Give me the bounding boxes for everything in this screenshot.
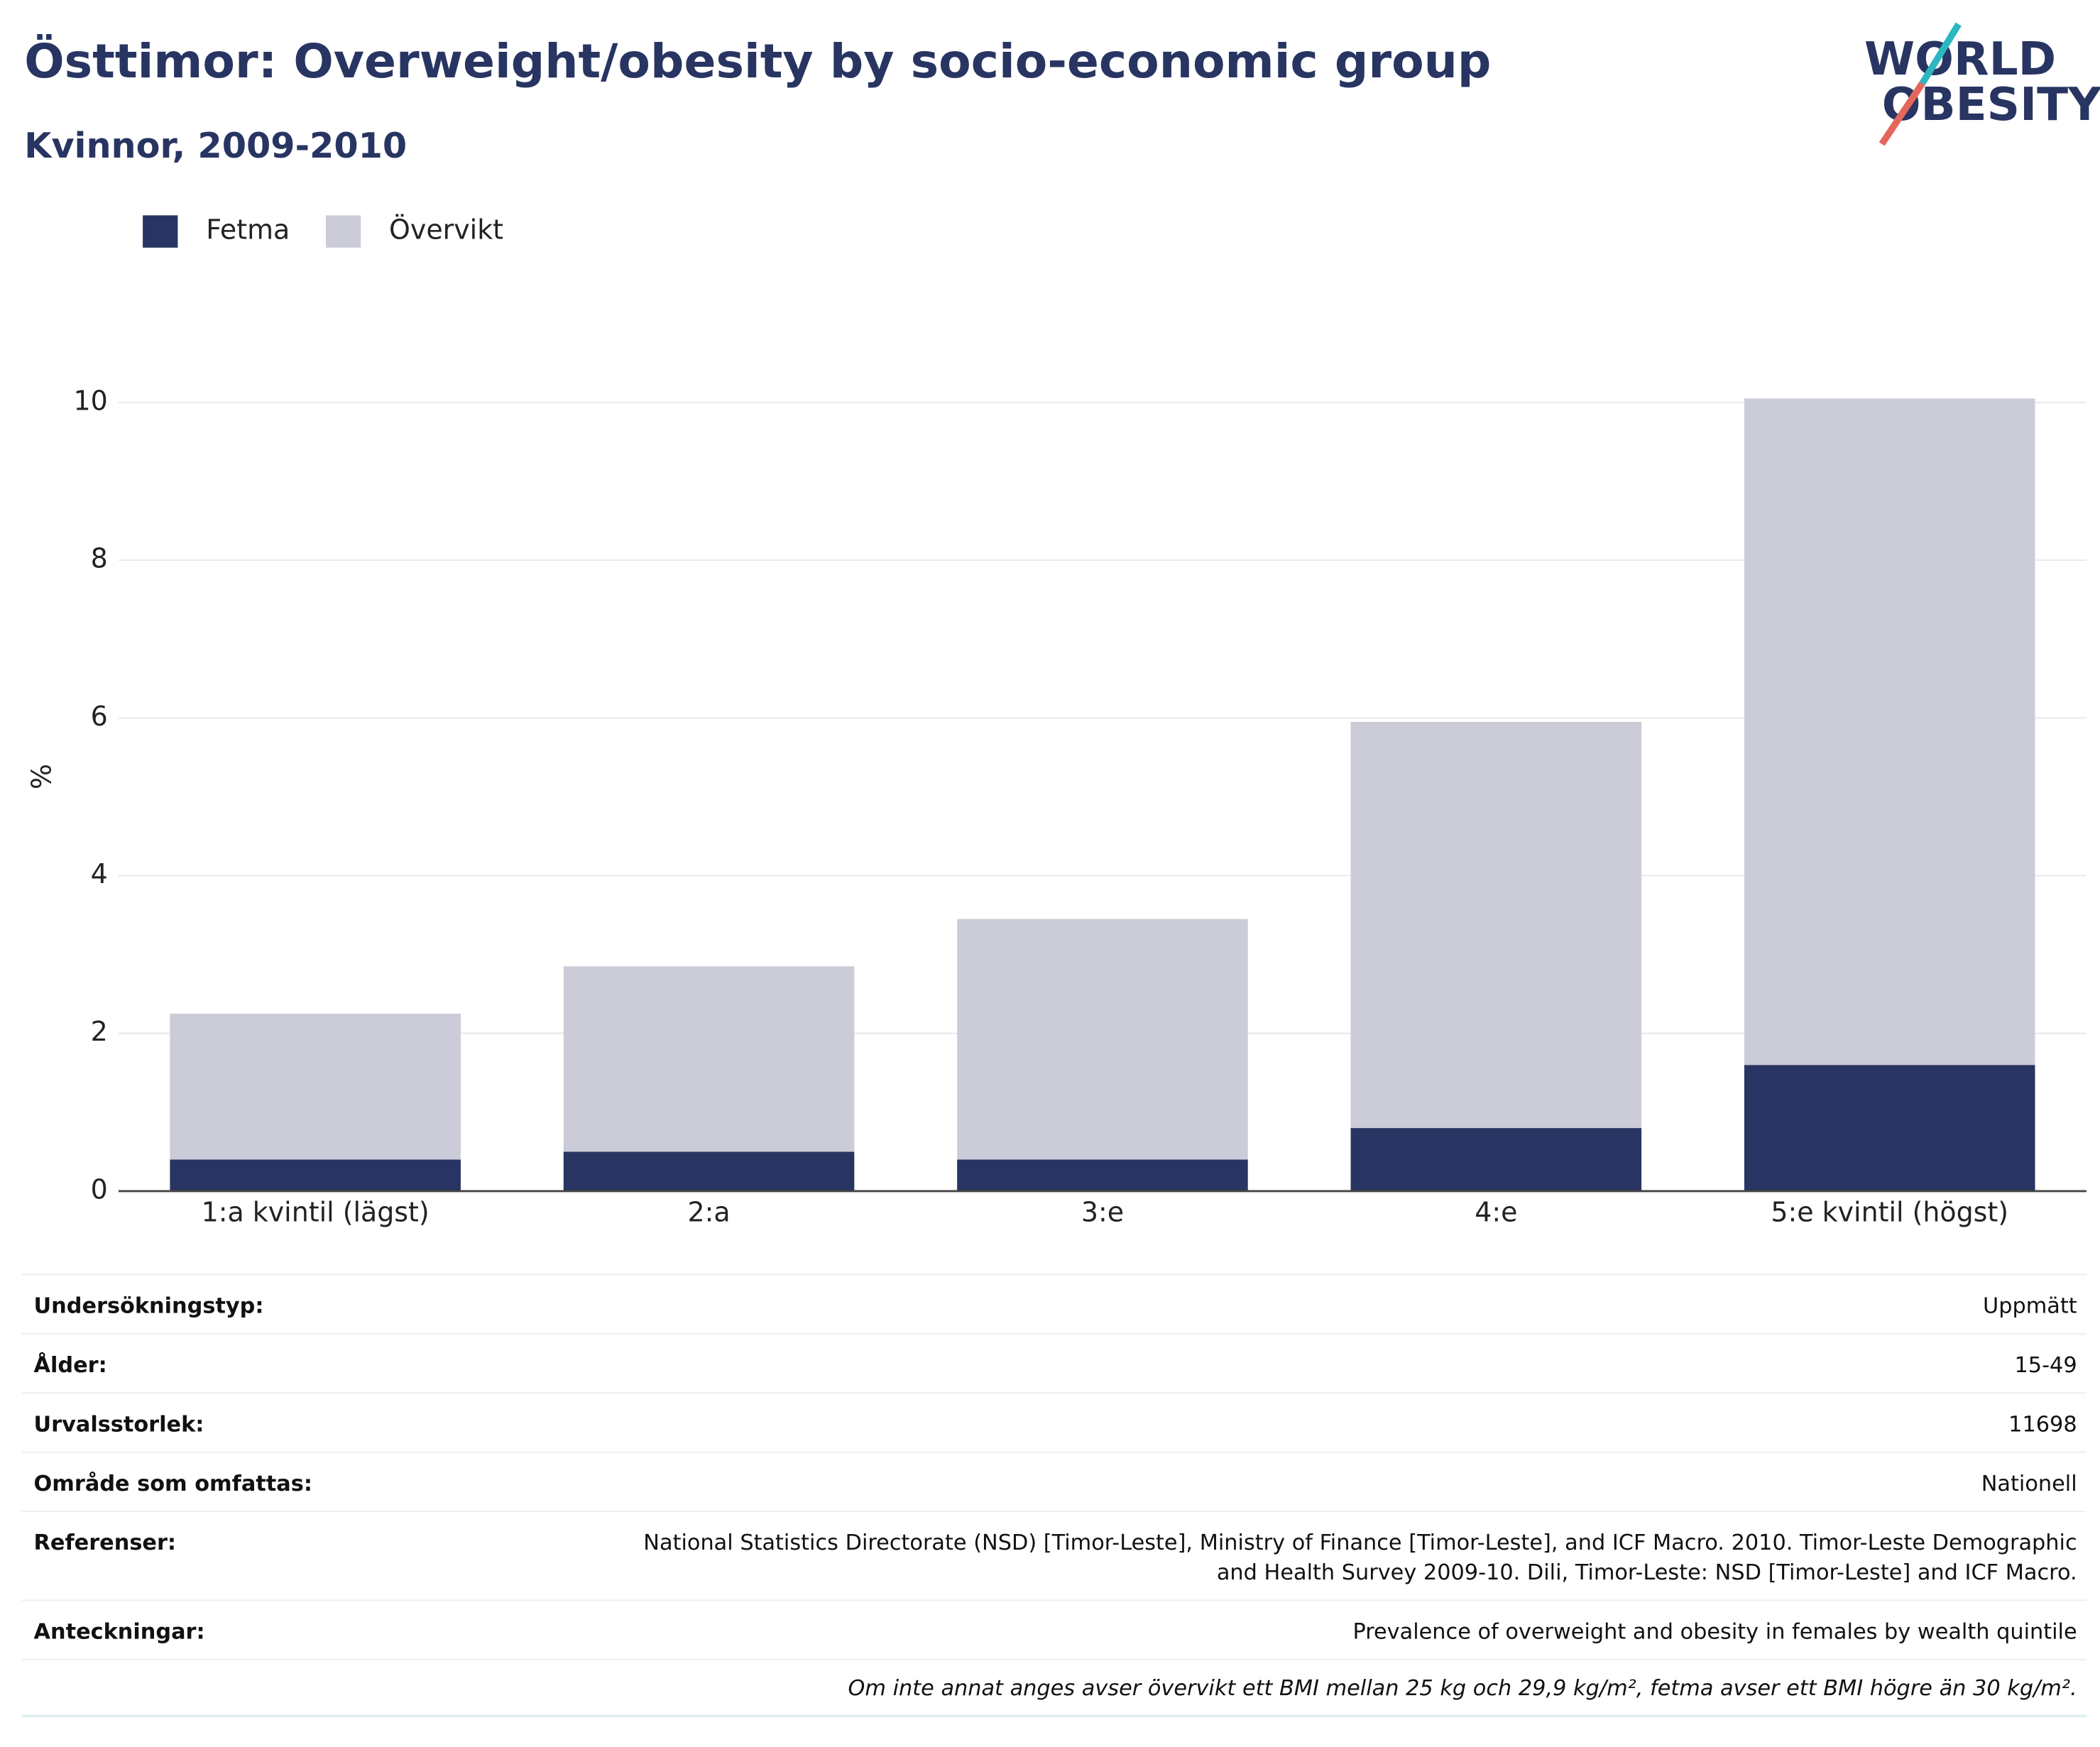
table-value: National Statistics Directorate (NSD) [T…: [643, 1530, 2077, 1555]
bar-segment: [170, 1159, 461, 1191]
legend-swatch: [325, 215, 361, 248]
bar-segment: [1744, 398, 2035, 1066]
legend-swatch: [143, 215, 178, 248]
y-tick-label: 6: [91, 701, 108, 732]
table-label: Anteckningar:: [34, 1619, 205, 1644]
table-label: Urvalsstorlek:: [34, 1412, 204, 1437]
table-value: Prevalence of overweight and obesity in …: [1352, 1619, 2077, 1644]
bar-segment: [957, 1159, 1248, 1191]
x-tick-label: 3:e: [1081, 1197, 1124, 1228]
x-tick-label: 5:e kvintil (högst): [1771, 1197, 2008, 1228]
logo-slash: [1878, 81, 1925, 146]
table-value: 11698: [2008, 1412, 2077, 1437]
table-value: and Health Survey 2009-10. Dili, Timor-L…: [1217, 1560, 2077, 1585]
bar-segment: [563, 1151, 855, 1191]
footnote: Om inte annat anges avser övervikt ett B…: [848, 1676, 2077, 1701]
x-tick-label: 4:e: [1475, 1197, 1517, 1228]
y-axis-label: %: [26, 764, 57, 789]
table-value: Nationell: [1981, 1472, 2077, 1496]
bar-segment: [1744, 1065, 2035, 1191]
bar-segment: [1350, 1128, 1642, 1191]
bar-segment: [957, 919, 1248, 1160]
y-tick-label: 10: [74, 385, 108, 416]
bar-segment: [1350, 721, 1642, 1129]
y-tick-label: 4: [91, 858, 108, 889]
logo-text: WORLD: [1864, 33, 2056, 86]
logo-text: OBESITY: [1882, 78, 2100, 131]
chart-title: Östtimor: Overweight/obesity by socio-ec…: [24, 33, 1491, 89]
table-label: Referenser:: [34, 1530, 177, 1555]
bar-segment: [170, 1013, 461, 1160]
legend-label: Övervikt: [389, 214, 503, 246]
bar-segment: [563, 966, 855, 1152]
table-value: Uppmätt: [1983, 1294, 2077, 1319]
x-tick-label: 1:a kvintil (lägst): [202, 1197, 430, 1228]
y-tick-label: 2: [91, 1016, 108, 1047]
table-label: Område som omfattas:: [34, 1471, 312, 1496]
chart-subtitle: Kvinnor, 2009-2010: [24, 125, 407, 166]
table-label: Undersökningstyp:: [34, 1294, 264, 1319]
logo-slash: [1919, 22, 1962, 86]
y-tick-label: 0: [91, 1173, 108, 1205]
legend-label: Fetma: [206, 214, 290, 246]
table-label: Ålder:: [34, 1352, 107, 1378]
y-tick-label: 8: [91, 543, 108, 574]
x-tick-label: 2:a: [687, 1197, 730, 1228]
table-value: 15-49: [2015, 1353, 2077, 1378]
